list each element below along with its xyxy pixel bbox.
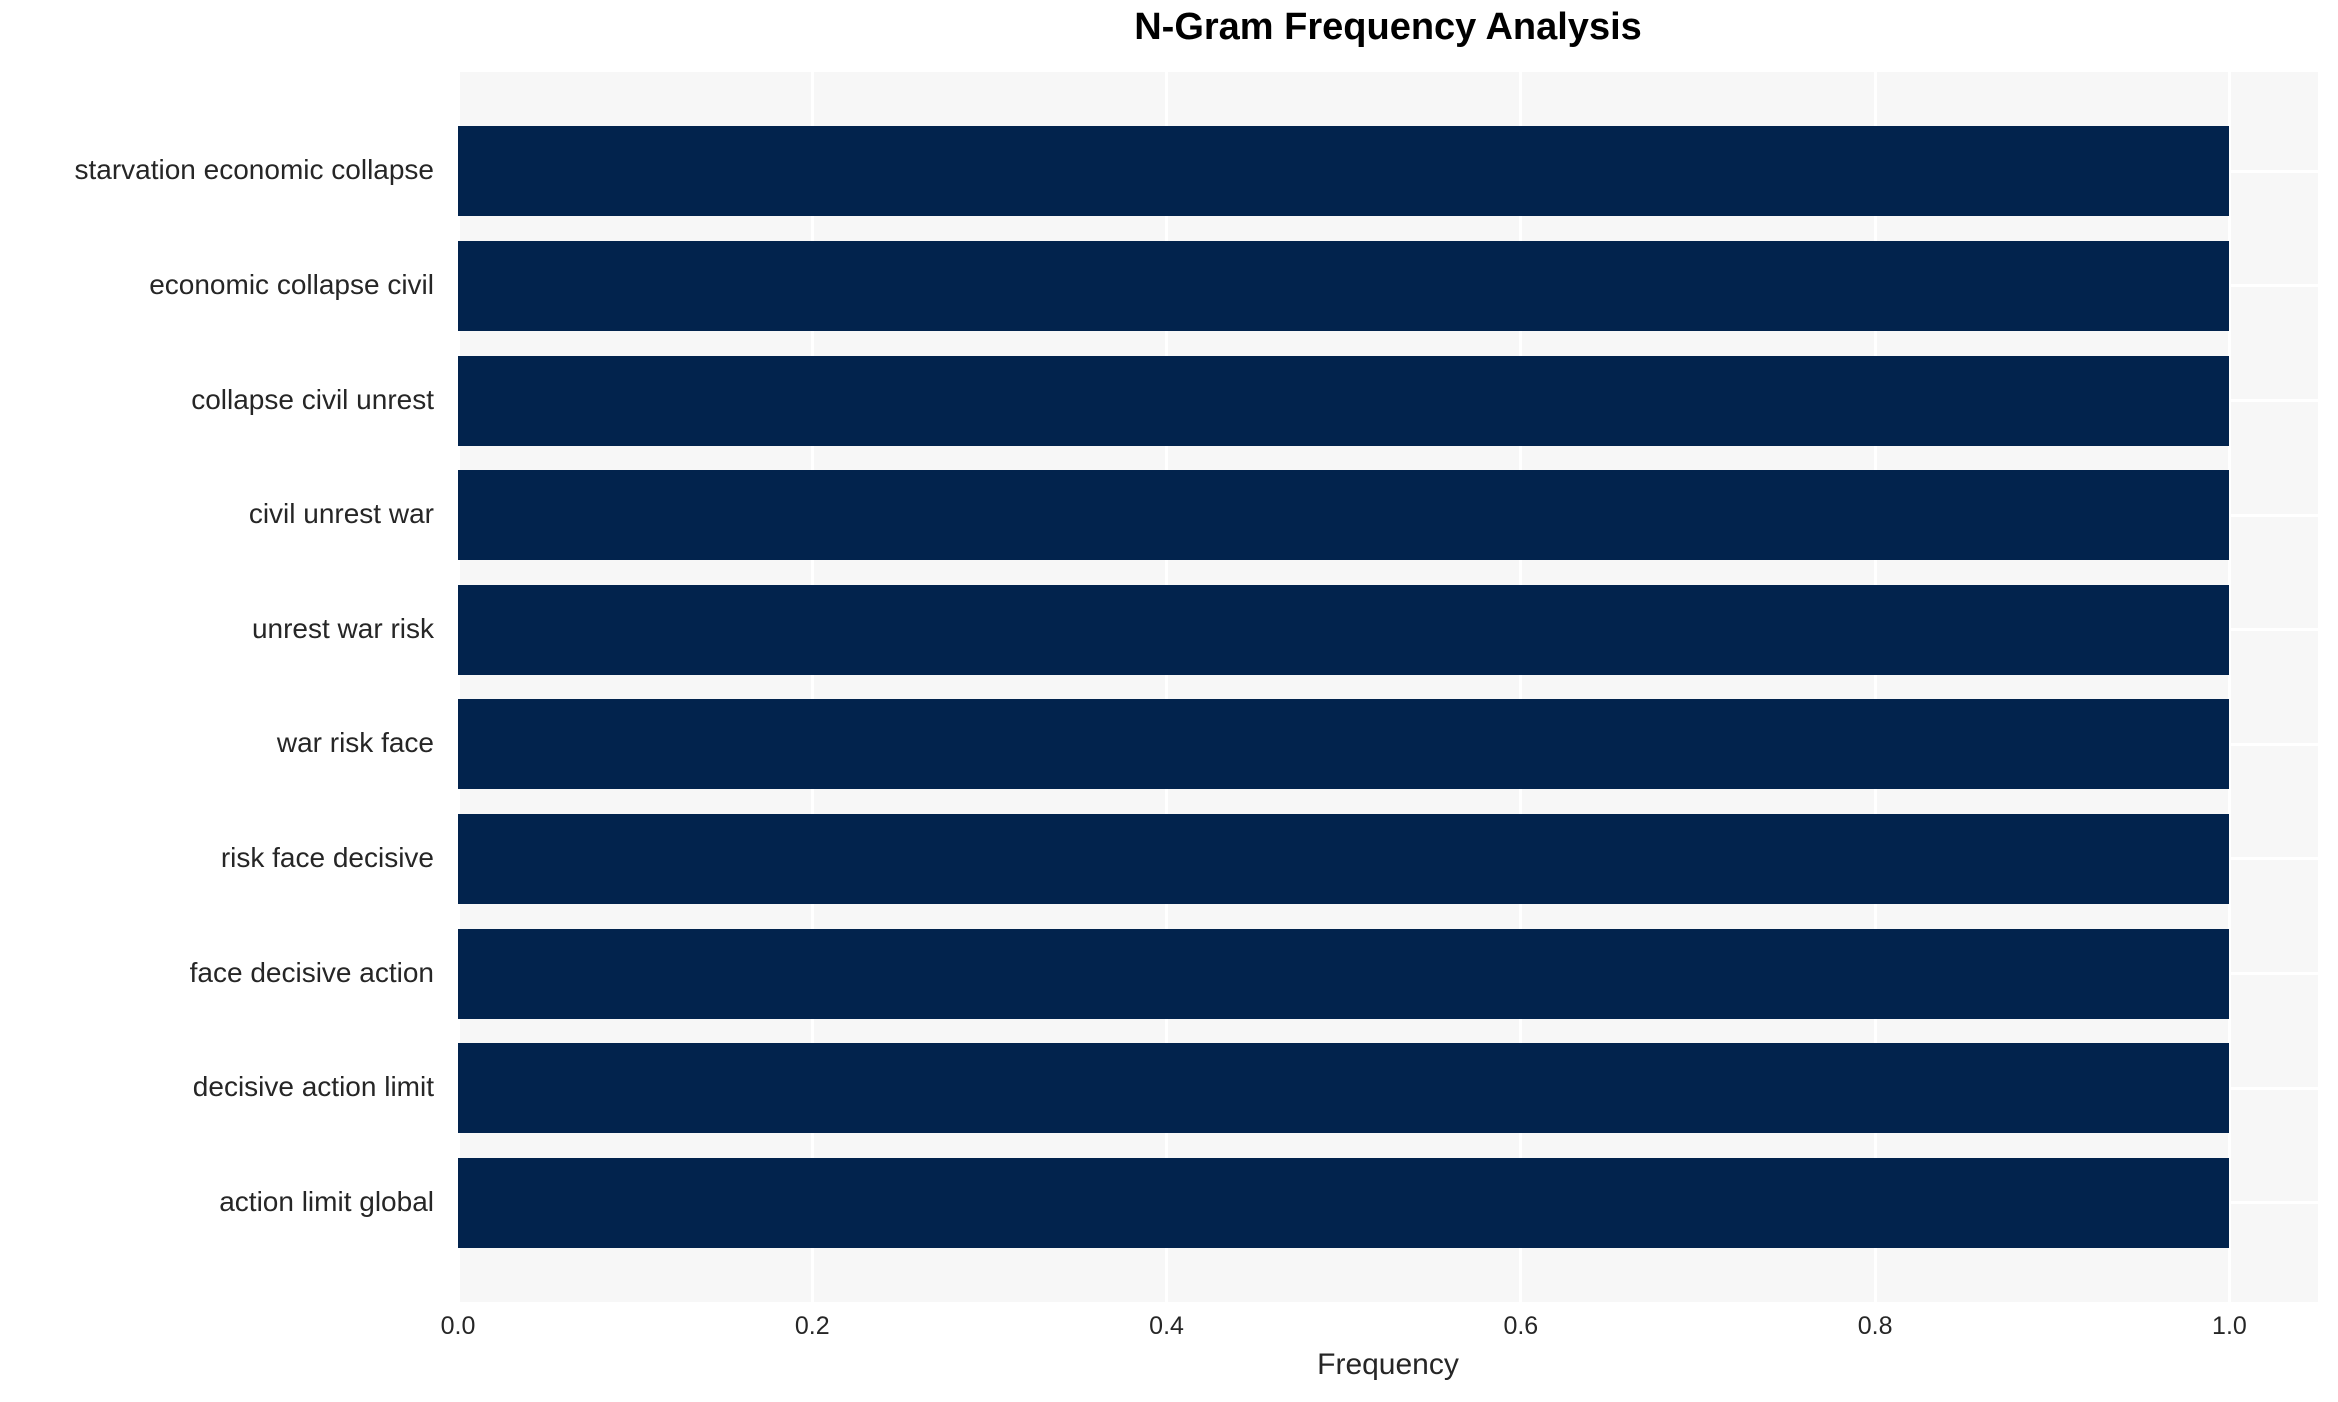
- bar-starvation-economic-collapse: [458, 126, 2230, 217]
- y-tick-label: collapse civil unrest: [191, 383, 434, 415]
- bar-economic-collapse-civil: [458, 240, 2230, 331]
- y-tick-label: civil unrest war: [248, 498, 434, 530]
- bar-unrest-war-risk: [458, 584, 2230, 675]
- x-gridline: [1165, 72, 1169, 1302]
- y-tick-label: risk face decisive: [220, 841, 434, 873]
- x-tick-label: 0.6: [1503, 1312, 1539, 1340]
- x-gridline: [2227, 72, 2231, 1302]
- bar-face-decisive-action: [458, 928, 2230, 1019]
- y-tick-label: economic collapse civil: [149, 268, 434, 300]
- x-tick-label: 0.4: [1149, 1312, 1184, 1340]
- chart-title: N-Gram Frequency Analysis: [1134, 6, 1642, 48]
- x-tick-label: 0.2: [794, 1312, 830, 1340]
- y-tick-label: war risk face: [276, 727, 434, 759]
- bar-civil-unrest-war: [458, 470, 2230, 561]
- x-gridline: [1873, 72, 1877, 1302]
- x-axis-ticks: 0.0 0.2 0.4 0.6 0.8 1.0: [441, 1312, 2318, 1346]
- x-tick-label: 1.0: [2212, 1312, 2247, 1340]
- plot-area: [456, 72, 2318, 1302]
- bar-war-risk-face: [458, 699, 2230, 790]
- y-tick-label: decisive action limit: [192, 1071, 434, 1103]
- bar-decisive-action-limit: [458, 1043, 2230, 1134]
- y-tick-label: action limit global: [219, 1185, 434, 1217]
- bar-action-limit-global: [458, 1157, 2230, 1248]
- x-axis-label: Frequency: [1317, 1348, 1459, 1381]
- bar-risk-face-decisive: [458, 813, 2230, 904]
- x-gridline: [456, 72, 460, 1302]
- y-tick-label: face decisive action: [189, 956, 434, 988]
- x-gridline: [1519, 72, 1523, 1302]
- x-tick-label: 0.0: [440, 1312, 476, 1340]
- x-tick-label: 0.8: [1857, 1312, 1893, 1340]
- y-tick-label: starvation economic collapse: [74, 154, 434, 186]
- bar-collapse-civil-unrest: [458, 355, 2230, 446]
- y-axis-labels: starvation economic collapse economic col…: [0, 114, 446, 1260]
- y-tick-label: unrest war risk: [251, 612, 434, 644]
- x-gridline: [810, 72, 814, 1302]
